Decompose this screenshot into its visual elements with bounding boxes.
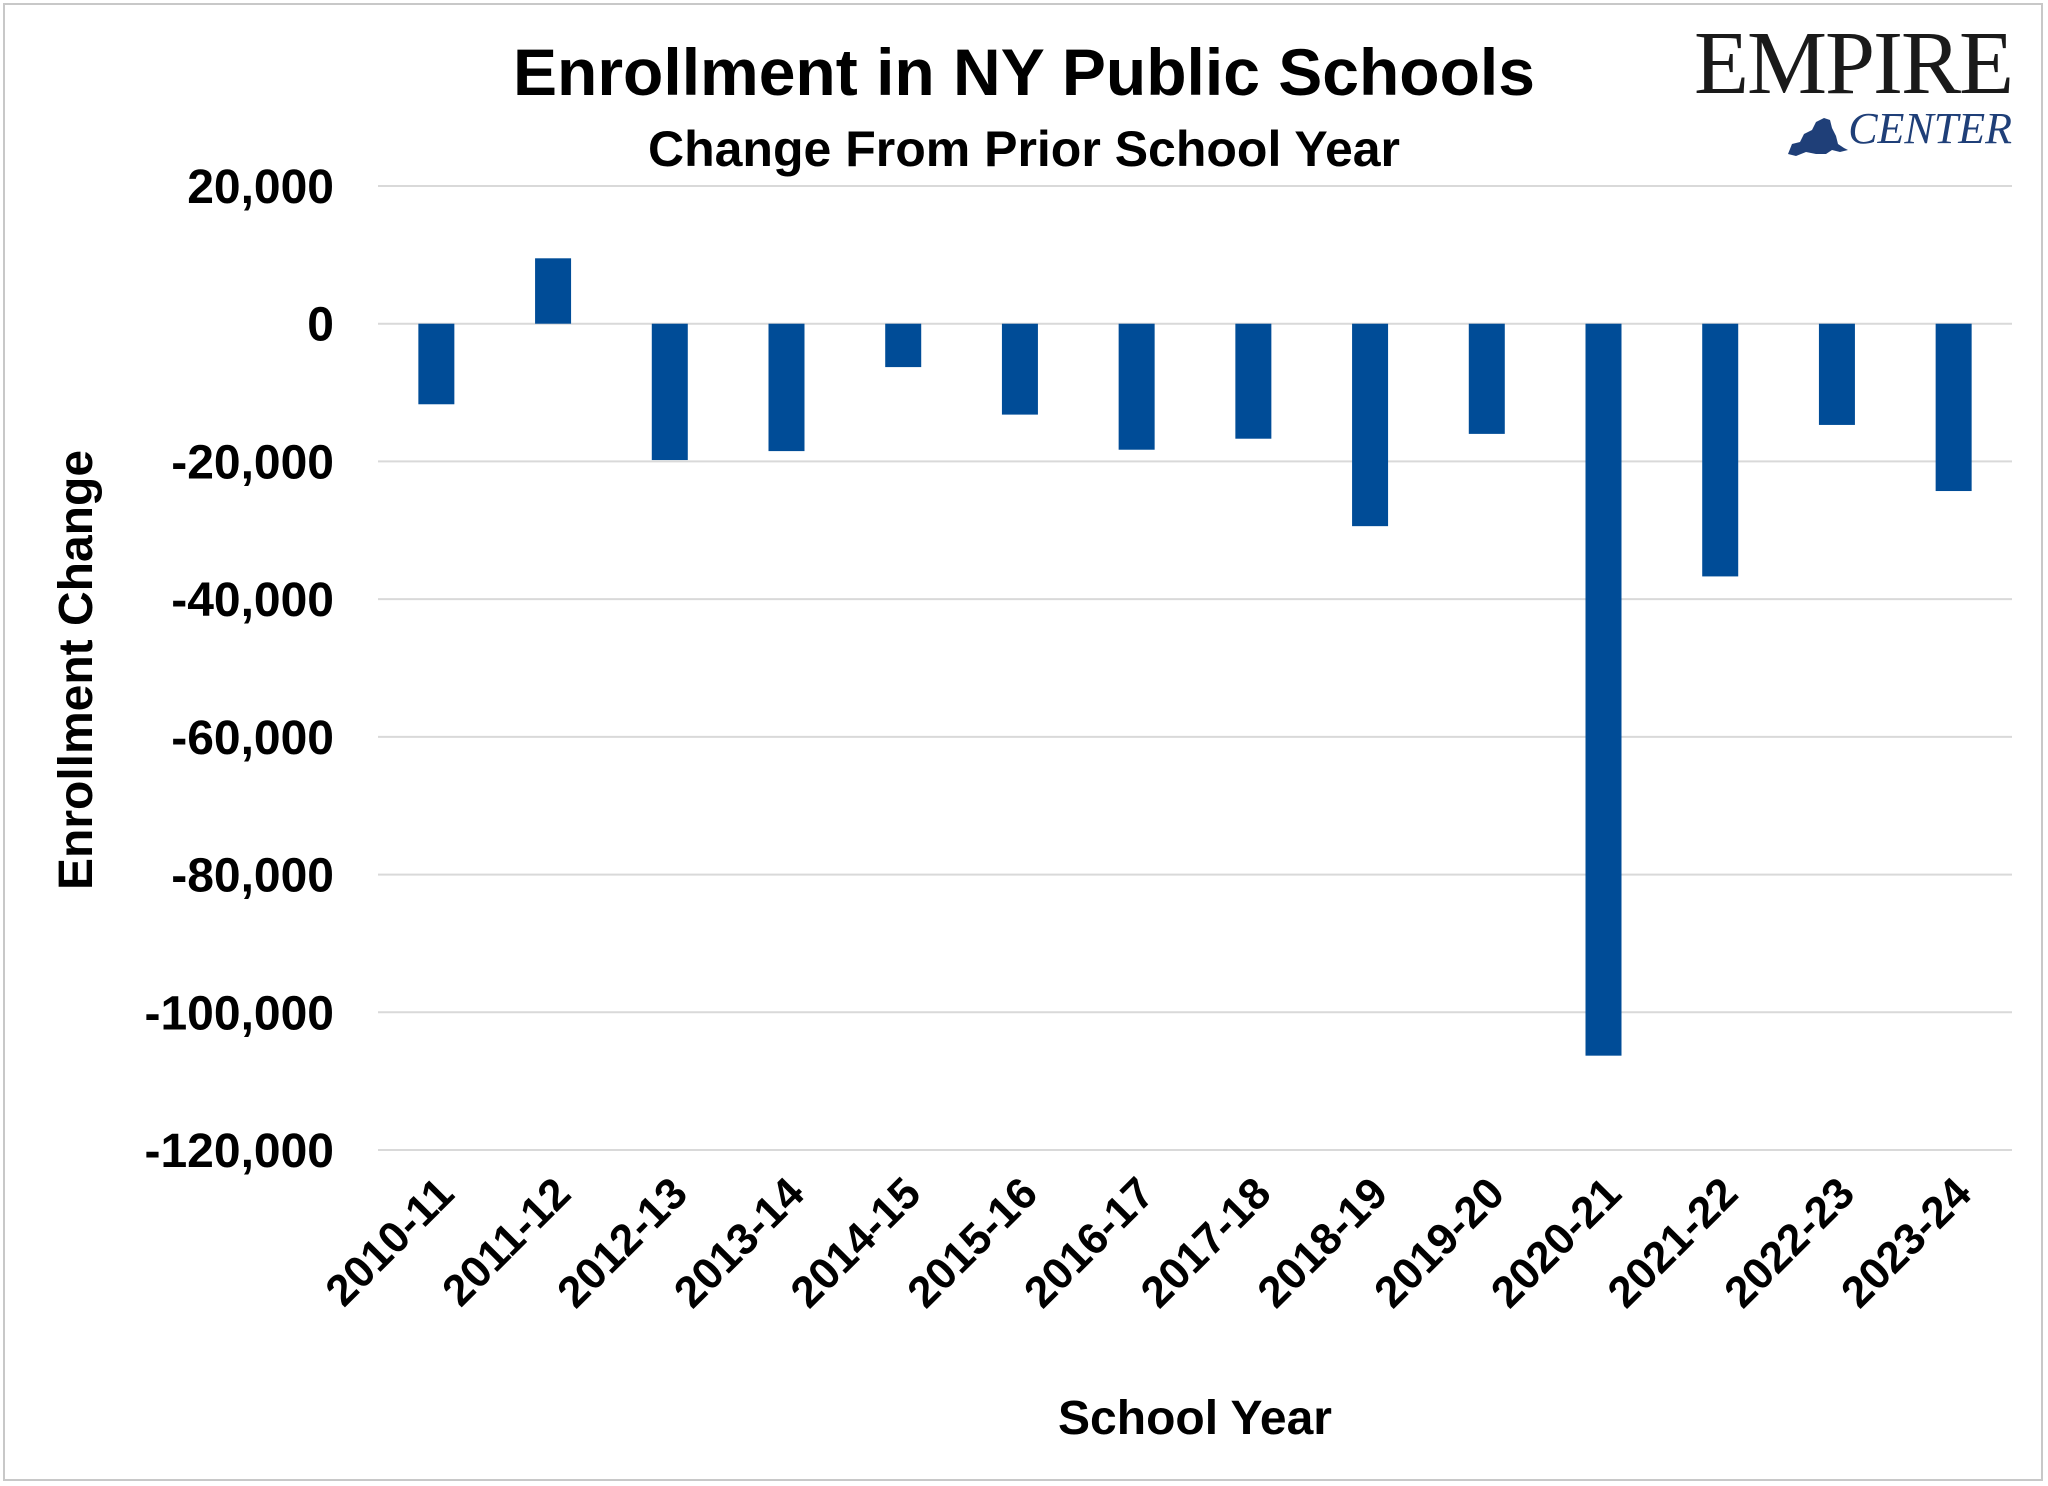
y-axis-label: Enrollment Change (50, 450, 103, 890)
y-tick-label: -120,000 (145, 1125, 335, 1178)
logo-subtitle: CENTER (1848, 104, 2012, 153)
x-tick-label: 2023-24 (1832, 1168, 1981, 1317)
bar-2017-18 (1235, 323, 1272, 439)
new-york-state-map-icon (1788, 118, 1848, 156)
y-tick-label: -60,000 (171, 712, 334, 765)
y-tick-label: 0 (307, 299, 334, 352)
x-tick-label: 2022-23 (1715, 1168, 1864, 1317)
x-tick-label: 2020-21 (1482, 1168, 1631, 1317)
chart-frame (3, 3, 2043, 1481)
bar-2020-21 (1585, 323, 1622, 1056)
bar-2016-17 (1118, 323, 1155, 450)
empire-center-logo: EMPIRE CENTER (1694, 14, 2030, 156)
x-axis-ticks: 2010-112011-122012-132013-142014-152015-… (316, 1168, 1981, 1317)
bars (418, 258, 1972, 1056)
gridlines (378, 185, 2012, 1151)
chart-subtitle: Change From Prior School Year (647, 121, 1401, 177)
x-tick-label: 2016-17 (1015, 1168, 1164, 1317)
bar-2015-16 (1001, 323, 1038, 415)
x-tick-label: 2018-19 (1248, 1168, 1397, 1317)
bar-2013-14 (768, 323, 805, 452)
bar-2012-13 (651, 323, 688, 461)
logo-wordmark: EMPIRE (1693, 14, 2014, 113)
bar-2014-15 (885, 323, 922, 368)
x-tick-label: 2010-11 (316, 1168, 463, 1315)
bar-2023-24 (1935, 323, 1972, 492)
bar-2011-12 (535, 258, 572, 324)
y-tick-label: -80,000 (171, 850, 334, 903)
x-tick-label: 2012-13 (548, 1168, 697, 1317)
x-tick-label: 2021-22 (1598, 1168, 1747, 1317)
chart-title: Enrollment in NY Public Schools (513, 35, 1535, 109)
bar-2018-19 (1352, 323, 1389, 527)
x-tick-label: 2015-16 (898, 1168, 1047, 1317)
y-tick-label: 20,000 (187, 161, 334, 214)
y-tick-label: -100,000 (145, 987, 335, 1040)
bar-2010-11 (418, 323, 455, 405)
x-tick-label: 2013-14 (665, 1168, 814, 1317)
bar-2021-22 (1702, 323, 1739, 577)
y-tick-label: -40,000 (171, 574, 334, 627)
x-tick-label: 2014-15 (781, 1168, 930, 1317)
x-axis-label: School Year (1058, 1392, 1332, 1445)
bar-2019-20 (1468, 323, 1505, 434)
x-tick-label: 2019-20 (1365, 1168, 1514, 1317)
y-tick-label: -20,000 (171, 436, 334, 489)
bar-2022-23 (1818, 323, 1855, 425)
y-axis-ticks: 20,000 0 -20,000 -40,000 -60,000 -80,000 -100,… (145, 161, 335, 1178)
x-tick-label: 2017-18 (1132, 1168, 1281, 1317)
